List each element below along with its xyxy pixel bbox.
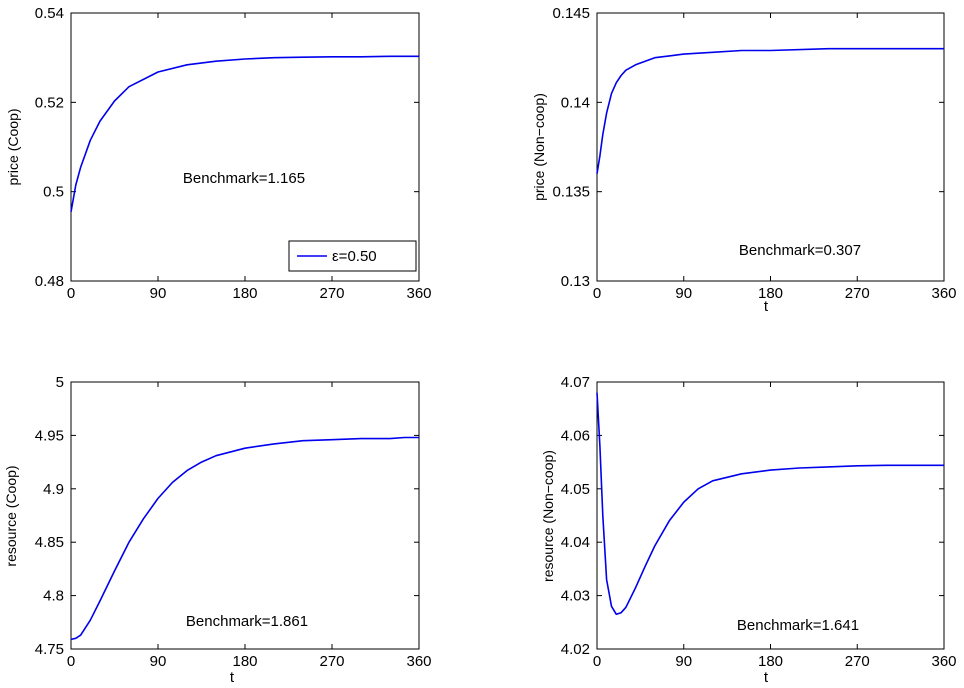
- y-tick-label: 0.135: [552, 184, 590, 201]
- x-tick-label: 90: [675, 653, 692, 670]
- x-tick-label: 90: [150, 653, 167, 670]
- x-tick-label: 90: [150, 285, 167, 302]
- series-line-1: [596, 392, 944, 616]
- y-tick-label: 0.14: [561, 94, 590, 111]
- y-tick-label: 4.05: [561, 481, 590, 498]
- y-tick-label: 4.06: [561, 427, 590, 444]
- y-tick-label: 0.145: [552, 5, 590, 22]
- y-axis-label: price (Non−coop): [531, 93, 547, 201]
- y-tick-label: 0.54: [35, 5, 64, 22]
- x-tick-label: 270: [319, 285, 344, 302]
- chart-panel-4: 0 90 180 270 360 4.02 4.03 4.04 4.05 4.06 4.07 t res…: [540, 374, 957, 686]
- x-tick-label: 360: [406, 285, 431, 302]
- y-tick-label: 0.48: [35, 273, 64, 290]
- y-tick-label: 5: [56, 374, 64, 391]
- x-tick-label: 180: [232, 285, 257, 302]
- plot-area-frame: [596, 12, 945, 282]
- y-tick-label: 0.13: [561, 273, 590, 290]
- y-tick-label: 4.04: [561, 534, 590, 551]
- x-tick-label: 360: [406, 653, 431, 670]
- y-tick-label: 4.8: [43, 588, 64, 605]
- y-tick-label: 4.85: [35, 534, 64, 551]
- y-tick-label: 4.03: [561, 588, 590, 605]
- x-tick-label: 270: [319, 653, 344, 670]
- x-tick-label: 0: [67, 285, 75, 302]
- series-line-1: [70, 436, 419, 641]
- x-tick-label: 180: [758, 653, 783, 670]
- y-tick-label: 4.75: [35, 641, 64, 658]
- x-axis-label: t: [230, 669, 235, 686]
- x-axis-label: t: [764, 669, 769, 686]
- y-axis-label: price (Coop): [5, 108, 21, 185]
- chart-panel-3: 0 90 180 270 360 4.75 4.8 4.85 4.9 4.95 5 t resource…: [3, 374, 432, 686]
- x-tick-label: 270: [845, 653, 870, 670]
- x-tick-label: 270: [845, 285, 870, 302]
- benchmark-annotation: Benchmark=1.861: [186, 613, 308, 630]
- x-tick-label: 0: [593, 285, 601, 302]
- y-tick-label: 4.95: [35, 427, 64, 444]
- benchmark-annotation: Benchmark=0.307: [739, 242, 861, 259]
- y-tick-label: 4.9: [43, 481, 64, 498]
- x-tick-label: 180: [232, 653, 257, 670]
- chart-panel-2: 0 90 180 270 360 0.13 0.135 0.14 0.145 t price (No…: [531, 5, 957, 315]
- x-tick-label: 90: [675, 285, 692, 302]
- y-tick-label: 4.07: [561, 374, 590, 391]
- x-tick-label: 180: [758, 285, 783, 302]
- plot-area-frame: [70, 12, 420, 282]
- series-line-1: [70, 55, 419, 212]
- x-axis-label: t: [764, 298, 769, 315]
- y-tick-label: 0.5: [43, 184, 64, 201]
- legend: ε=0.50: [288, 240, 417, 272]
- y-axis-label: resource (Coop): [3, 465, 19, 566]
- chart-panel-1: 0 90 180 270 360 0.48 0.5 0.52 0.54 price (Coop) B…: [5, 5, 432, 302]
- y-tick-label: 0.52: [35, 94, 64, 111]
- series-line-1: [596, 47, 944, 174]
- plot-area-frame: [596, 381, 945, 650]
- x-tick-label: 0: [593, 653, 601, 670]
- plot-area-frame: [70, 381, 420, 650]
- benchmark-annotation: Benchmark=1.165: [183, 170, 305, 187]
- benchmark-annotation: Benchmark=1.641: [737, 617, 859, 634]
- y-tick-label: 4.02: [561, 641, 590, 658]
- y-axis-label: resource (Non−coop): [540, 450, 556, 582]
- x-tick-label: 0: [67, 653, 75, 670]
- x-tick-label: 360: [931, 285, 956, 302]
- x-tick-label: 360: [931, 653, 956, 670]
- legend-entry: ε=0.50: [332, 248, 377, 265]
